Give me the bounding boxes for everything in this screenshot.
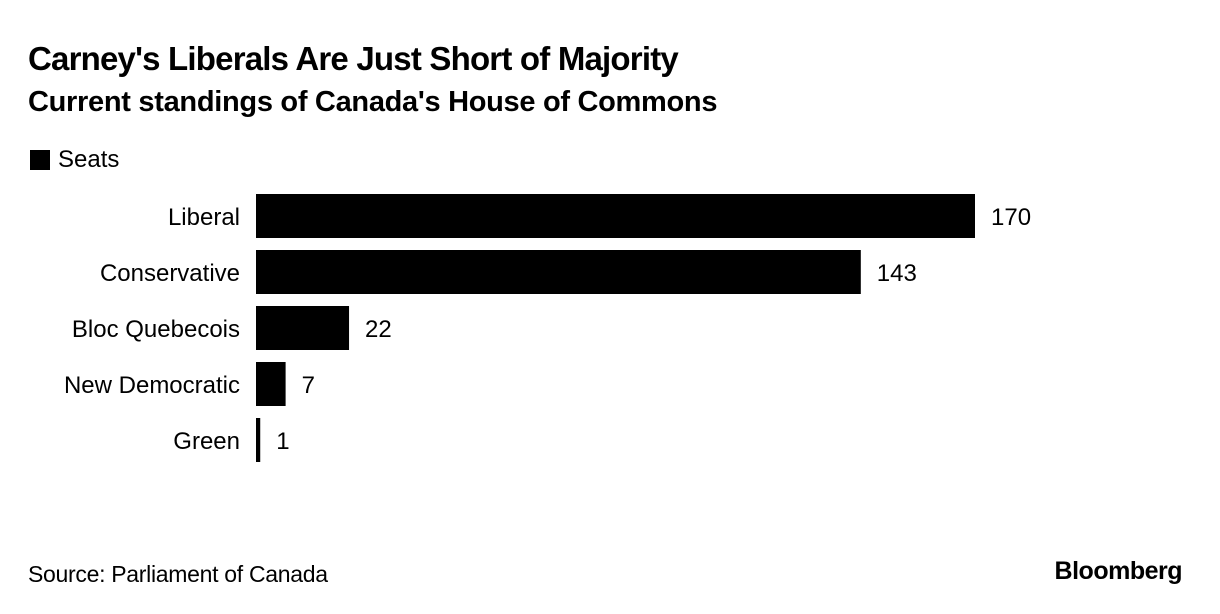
bar-bloc-quebecois	[256, 306, 350, 350]
bar-green	[256, 418, 261, 462]
chart-subtitle: Current standings of Canada's House of C…	[28, 86, 718, 118]
value-label-green: 1	[276, 428, 289, 455]
legend-swatch-seats	[30, 150, 50, 170]
bar-new-democratic	[256, 362, 286, 406]
value-label-bloc-quebecois: 22	[365, 316, 392, 343]
category-label-liberal: Liberal	[168, 204, 240, 231]
bar-liberal	[256, 194, 975, 238]
bar-conservative	[256, 250, 861, 294]
legend-label-seats: Seats	[58, 146, 120, 173]
brand-logo: Bloomberg	[1054, 557, 1183, 585]
bar-chart: Liberal 170 Conservative 143 Bloc Quebecois 2…	[64, 194, 1031, 462]
value-label-liberal: 170	[991, 204, 1031, 231]
category-label-bloc-quebecois: Bloc Quebecois	[72, 316, 240, 343]
value-label-conservative: 143	[877, 260, 917, 287]
category-label-green: Green	[173, 428, 240, 455]
source-note: Source: Parliament of Canada	[28, 561, 328, 587]
legend: Seats	[30, 146, 119, 174]
chart-title: Carney's Liberals Are Just Short of Majo…	[28, 40, 679, 77]
category-label-new-democratic: New Democratic	[64, 372, 240, 399]
value-label-new-democratic: 7	[302, 372, 315, 399]
category-label-conservative: Conservative	[100, 260, 240, 287]
